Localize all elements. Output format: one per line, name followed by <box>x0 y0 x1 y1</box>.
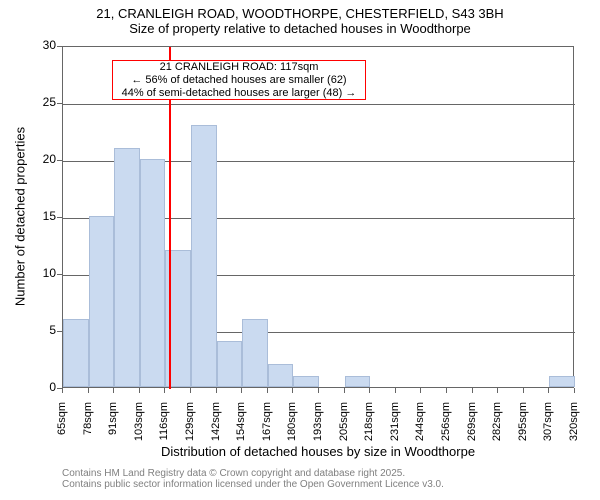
histogram-bar <box>345 376 371 387</box>
histogram-bar <box>293 376 319 387</box>
x-tick-mark <box>472 388 473 393</box>
footer-text: Contains HM Land Registry data © Crown c… <box>62 468 444 490</box>
histogram-bar <box>191 125 217 387</box>
x-tick-mark <box>574 388 575 393</box>
x-tick-mark <box>241 388 242 393</box>
x-tick-mark <box>139 388 140 393</box>
histogram-bar <box>140 159 166 387</box>
x-tick-mark <box>216 388 217 393</box>
y-tick-label: 10 <box>32 266 56 280</box>
histogram-bar <box>549 376 575 387</box>
y-tick-label: 5 <box>32 323 56 337</box>
x-tick-mark <box>344 388 345 393</box>
x-tick-mark <box>113 388 114 393</box>
title-line2: Size of property relative to detached ho… <box>0 21 600 36</box>
x-tick-mark <box>369 388 370 393</box>
histogram-bar <box>89 216 115 387</box>
y-tick-label: 30 <box>32 38 56 52</box>
footer-line: Contains HM Land Registry data © Crown c… <box>62 468 444 479</box>
grid-line <box>63 104 575 105</box>
annotation-box: 21 CRANLEIGH ROAD: 117sqm← 56% of detach… <box>112 60 366 100</box>
y-tick-mark <box>57 103 62 104</box>
y-tick-mark <box>57 160 62 161</box>
x-tick-mark <box>446 388 447 393</box>
title-line1: 21, CRANLEIGH ROAD, WOODTHORPE, CHESTERF… <box>0 6 600 21</box>
x-axis-label: Distribution of detached houses by size … <box>62 444 574 459</box>
y-tick-mark <box>57 217 62 218</box>
y-tick-label: 20 <box>32 152 56 166</box>
x-tick-mark <box>267 388 268 393</box>
x-tick-mark <box>164 388 165 393</box>
histogram-bar <box>242 319 268 387</box>
y-tick-label: 25 <box>32 95 56 109</box>
y-tick-mark <box>57 331 62 332</box>
y-tick-mark <box>57 46 62 47</box>
x-tick-mark <box>548 388 549 393</box>
histogram-bar <box>63 319 89 387</box>
histogram-chart: 21, CRANLEIGH ROAD, WOODTHORPE, CHESTERF… <box>0 0 600 500</box>
annotation-line: 44% of semi-detached houses are larger (… <box>113 87 365 100</box>
x-tick-mark <box>420 388 421 393</box>
annotation-line: ← 56% of detached houses are smaller (62… <box>113 74 365 87</box>
x-tick-mark <box>292 388 293 393</box>
y-tick-mark <box>57 274 62 275</box>
histogram-bar <box>114 148 140 387</box>
x-tick-mark <box>497 388 498 393</box>
x-tick-mark <box>88 388 89 393</box>
footer-line: Contains public sector information licen… <box>62 479 444 490</box>
histogram-bar <box>268 364 294 387</box>
x-tick-mark <box>62 388 63 393</box>
y-tick-label: 15 <box>32 209 56 223</box>
y-tick-label: 0 <box>32 380 56 394</box>
chart-titles: 21, CRANLEIGH ROAD, WOODTHORPE, CHESTERF… <box>0 6 600 36</box>
annotation-line: 21 CRANLEIGH ROAD: 117sqm <box>113 61 365 74</box>
x-tick-mark <box>318 388 319 393</box>
histogram-bar <box>217 341 243 387</box>
x-tick-mark <box>395 388 396 393</box>
x-tick-mark <box>190 388 191 393</box>
y-axis-label: Number of detached properties <box>13 67 28 367</box>
x-tick-mark <box>523 388 524 393</box>
